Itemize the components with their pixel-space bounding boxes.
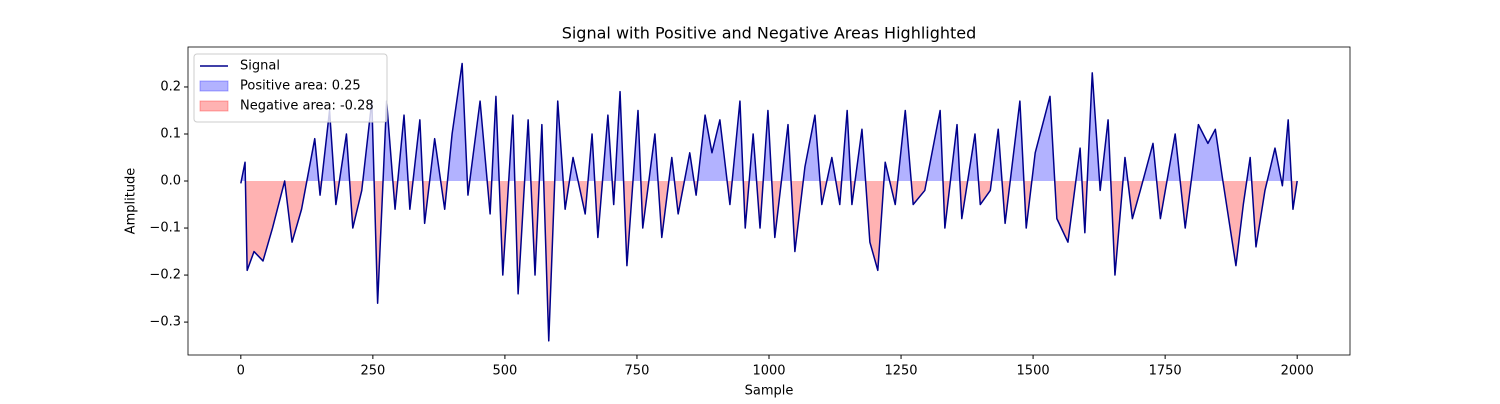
x-tick-label: 1750: [1149, 364, 1182, 379]
legend-label: Negative area: -0.28: [240, 99, 374, 114]
y-axis-label: Amplitude: [124, 168, 139, 235]
x-tick-label: 2000: [1281, 364, 1314, 379]
x-tick-label: 250: [360, 364, 385, 379]
area-fill: [240, 63, 1298, 182]
legend-patch: [199, 80, 229, 92]
chart-title: Signal with Positive and Negative Areas …: [562, 24, 977, 43]
y-tick-label: −0.2: [149, 268, 181, 283]
y-tick-label: −0.3: [149, 315, 181, 330]
x-tick-label: 500: [492, 364, 517, 379]
y-tick-label: 0.1: [160, 126, 181, 141]
legend-label: Signal: [240, 59, 280, 74]
x-tick-label: 1000: [752, 364, 785, 379]
x-tick-label: 750: [625, 364, 650, 379]
x-tick-label: 1500: [1017, 364, 1050, 379]
area-fill: [240, 181, 1298, 341]
x-tick-label: 0: [237, 364, 245, 379]
x-axis-label: Sample: [745, 384, 794, 399]
legend-patch: [199, 100, 229, 112]
y-tick-label: 0.2: [160, 79, 181, 94]
y-tick-label: 0.0: [160, 174, 181, 189]
y-tick-label: −0.1: [149, 221, 181, 236]
signal-line: [240, 62, 1298, 342]
legend-label: Positive area: 0.25: [240, 79, 361, 94]
plot-frame: [187, 46, 1351, 356]
legend-box: [193, 53, 388, 123]
x-tick-label: 1250: [884, 364, 917, 379]
legend: Signal Positive area: 0.25 Negative area: …: [193, 53, 388, 123]
